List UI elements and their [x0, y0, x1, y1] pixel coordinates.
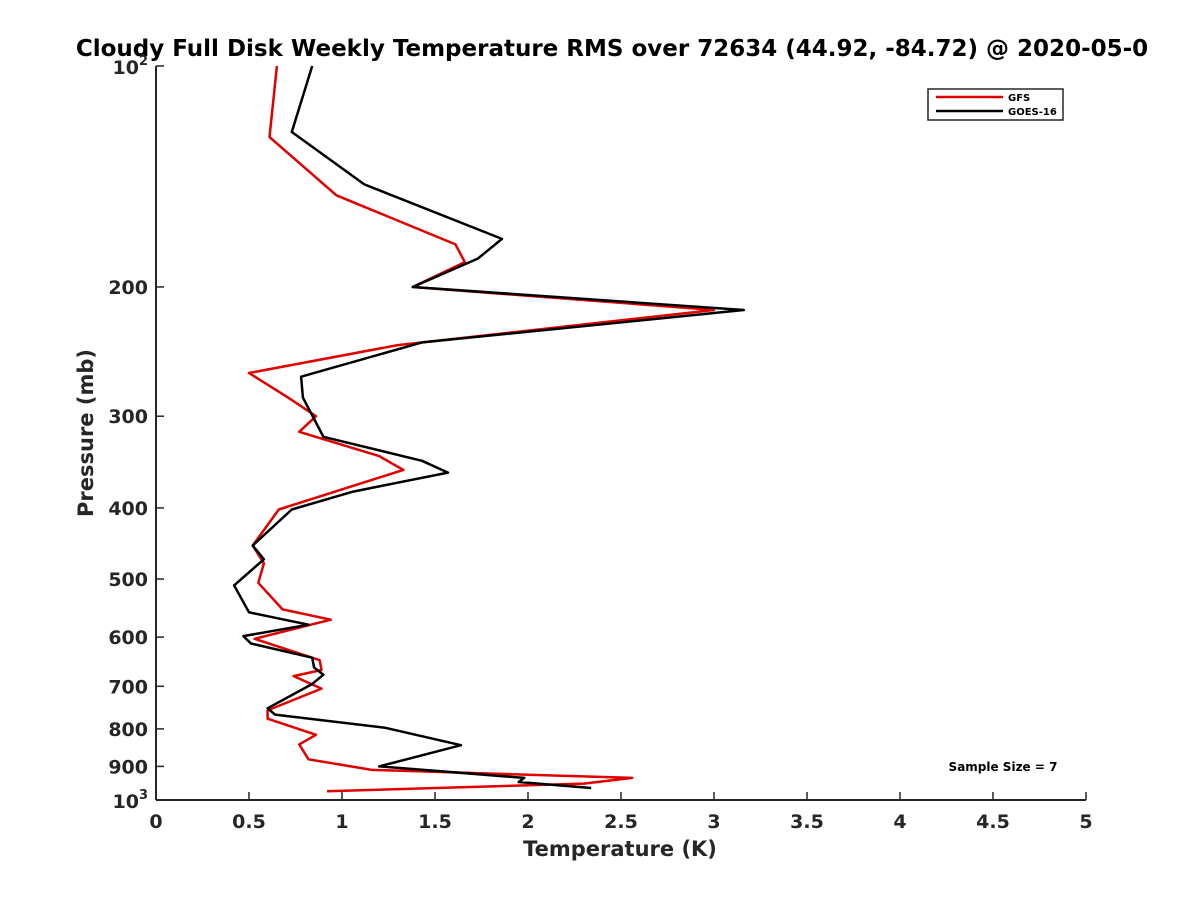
x-tick-label: 1: [335, 811, 348, 833]
y-tick-label: 200: [108, 277, 148, 299]
x-tick-label: 1.5: [418, 811, 452, 833]
y-tick-base: 10: [113, 57, 139, 79]
y-axis-label: Pressure (mb): [74, 349, 98, 517]
x-tick-label: 4: [893, 811, 906, 833]
legend-label-goes16: GOES-16: [1008, 107, 1057, 118]
y-tick-label: 500: [108, 569, 148, 591]
x-tick-label: 0: [149, 811, 162, 833]
y-tick-label: 800: [108, 719, 148, 741]
x-ticks: 0 0.5 1 1.5 2 2.5 3 3.5 4 4.5 5: [149, 792, 1093, 833]
legend: GFS GOES-16: [927, 88, 1064, 121]
y-tick-label: 700: [108, 676, 148, 698]
y-tick-label: 102: [113, 54, 149, 79]
x-tick-label: 3: [707, 811, 720, 833]
sample-size-annotation: Sample Size = 7: [949, 760, 1058, 774]
y-tick-label: 900: [108, 756, 148, 778]
y-tick-exponent: 2: [139, 54, 148, 69]
x-tick-label: 0.5: [232, 811, 266, 833]
x-axis-label: Temperature (K): [523, 837, 717, 861]
y-tick-exponent: 3: [139, 788, 148, 803]
y-tick-label: 600: [108, 627, 148, 649]
series-line-goes16: [232, 65, 746, 790]
y-tick-label: 400: [108, 498, 148, 520]
y-tick-base: 10: [113, 791, 139, 813]
x-tick-label: 2.5: [604, 811, 638, 833]
series-layer: [232, 65, 746, 793]
legend-box: [927, 88, 1064, 121]
y-tick-label: 300: [108, 406, 148, 428]
x-tick-label: 2: [521, 811, 534, 833]
legend-label-gfs: GFS: [1008, 93, 1030, 104]
y-tick-label: 103: [113, 788, 149, 813]
chart-title: Cloudy Full Disk Weekly Temperature RMS …: [76, 36, 1148, 62]
x-tick-label: 5: [1079, 811, 1092, 833]
x-tick-label: 3.5: [790, 811, 824, 833]
x-tick-label: 4.5: [976, 811, 1010, 833]
